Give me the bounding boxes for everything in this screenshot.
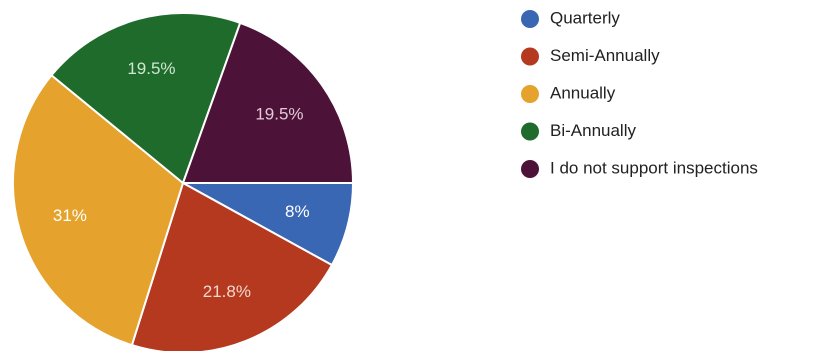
pie-slice-annually	[12, 73, 185, 347]
legend-label-i-do-not-support-inspections: I do not support inspections	[550, 158, 758, 177]
legend-swatch-i-do-not-support-inspections	[521, 160, 539, 178]
slice-label-quarterly: 8%	[285, 202, 310, 221]
legend-swatch-semi-annually	[521, 47, 539, 66]
legend-label-semi-annually: Semi-Annually	[550, 46, 660, 65]
slice-label-annually: 31%	[53, 206, 87, 225]
slice-label-bi-annually: 19.5%	[127, 59, 175, 78]
pie-slice-i-do-not-support-inspections	[181, 21, 355, 184]
pie-slice-labels: 8% 21.8% 31% 19.5% 19.5%	[53, 59, 310, 301]
chart-legend: Quarterly Semi-Annually Annually Bi-Annuall…	[521, 8, 758, 178]
legend-swatch-annually	[521, 85, 539, 103]
slice-label-semi-annually: 21.8%	[203, 282, 251, 301]
legend-label-quarterly: Quarterly	[550, 8, 620, 27]
legend-swatch-quarterly	[521, 10, 539, 28]
legend-swatch-bi-annually	[521, 122, 539, 141]
pie-slices	[12, 12, 355, 351]
pie-slice-bi-annually	[50, 12, 242, 185]
legend-label-annually: Annually	[550, 83, 616, 102]
legend-label-bi-annually: Bi-Annually	[550, 121, 636, 140]
slice-label-i-do-not-support-inspections: 19.5%	[255, 105, 303, 124]
